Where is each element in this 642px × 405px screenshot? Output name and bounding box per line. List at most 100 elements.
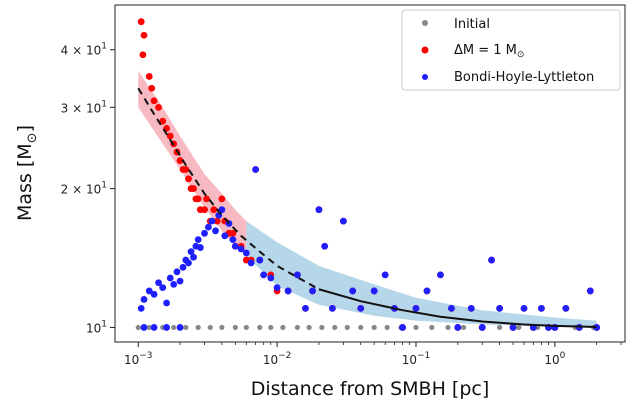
point-s1-3 [145, 73, 153, 80]
point-s2-68 [586, 287, 594, 295]
point-s2-72 [163, 324, 171, 331]
legend: Initial ΔM = 1 M⊙ Bondi-Hoyle-Lyttleton [401, 9, 621, 91]
point-s2-39 [302, 304, 309, 312]
point-s2-55 [454, 324, 462, 331]
point-s0-10 [257, 324, 263, 331]
point-s2-13 [185, 259, 192, 267]
point-s0-16 [332, 324, 338, 331]
trend-line-1 [318, 288, 597, 329]
point-s2-0 [137, 304, 145, 312]
point-s1-24 [210, 206, 218, 214]
point-s2-53 [437, 271, 444, 279]
point-s2-60 [509, 324, 517, 331]
x-axis-ticks: 10−3 10−2 10−1 100 [124, 342, 622, 367]
point-s1-22 [203, 195, 210, 203]
scatter-points [135, 18, 601, 331]
point-s0-1 [146, 324, 152, 331]
point-s2-40 [309, 287, 316, 295]
point-s0-19 [371, 324, 377, 331]
point-s1-2 [139, 51, 147, 59]
point-s1-14 [182, 166, 190, 173]
band-1 [246, 221, 597, 328]
point-s2-24 [218, 206, 226, 214]
legend-label-bhl: Bondi-Hoyle-Lyttleton [454, 70, 594, 85]
point-s2-3 [150, 290, 158, 298]
point-s1-9 [166, 132, 174, 140]
point-s1-12 [176, 157, 184, 164]
point-s2-29 [237, 245, 245, 253]
point-s1-19 [194, 195, 202, 203]
x-axis-label: Distance from SMBH [pc] [251, 378, 490, 400]
point-s2-19 [201, 229, 208, 237]
point-s2-63 [537, 304, 545, 312]
x-tick-label-0: 10−3 [124, 351, 153, 367]
point-s2-18 [196, 244, 204, 251]
point-s2-58 [488, 256, 495, 264]
point-s0-9 [243, 324, 249, 331]
y-axis-label: Mass [M⊙] [14, 125, 40, 221]
point-s2-45 [349, 287, 357, 295]
point-s0-3 [171, 324, 177, 331]
point-s0-7 [219, 324, 225, 331]
point-s1-6 [155, 103, 162, 111]
legend-marker-dm [421, 46, 429, 54]
y-tick-label-0: 101 [86, 319, 107, 335]
point-s2-20 [205, 223, 212, 231]
point-s2-2 [145, 287, 153, 295]
x-tick-label-3: 100 [544, 351, 565, 367]
point-s0-0 [135, 324, 141, 331]
y-axis-ticks: 101 2 × 101 3 × 101 4 × 101 [61, 42, 115, 335]
point-s2-17 [194, 236, 202, 244]
point-s2-46 [357, 304, 365, 312]
point-s1-1 [140, 31, 148, 39]
point-s0-25 [460, 324, 467, 331]
point-s2-66 [562, 304, 570, 312]
point-s2-52 [423, 287, 431, 295]
point-s0-15 [319, 324, 325, 331]
legend-box [401, 9, 621, 91]
point-s2-56 [467, 304, 475, 312]
legend-label-dm: ΔM = 1 M⊙ [454, 43, 524, 60]
point-s1-17 [190, 185, 197, 192]
point-s2-59 [496, 304, 503, 312]
point-s2-22 [212, 227, 219, 235]
legend-label-dm-sub: ⊙ [517, 50, 525, 60]
point-s0-28 [516, 324, 522, 331]
point-s2-69 [593, 324, 601, 331]
y-tick-label-3: 4 × 101 [61, 42, 107, 58]
point-s2-54 [448, 304, 455, 312]
point-s2-21 [208, 217, 216, 225]
trend-lines [137, 87, 597, 329]
point-s2-36 [273, 284, 281, 292]
point-s2-11 [179, 263, 187, 271]
point-s0-6 [207, 324, 213, 331]
point-s2-1 [140, 296, 148, 303]
point-s2-5 [159, 284, 167, 292]
point-s1-4 [148, 84, 156, 92]
point-s0-4 [183, 324, 189, 331]
point-s2-15 [190, 253, 197, 261]
point-s1-0 [137, 18, 145, 26]
point-s0-18 [358, 324, 364, 331]
point-s2-35 [267, 274, 275, 282]
point-s2-6 [163, 299, 171, 307]
legend-marker-initial [422, 20, 428, 26]
point-s2-42 [321, 242, 329, 250]
point-s2-4 [155, 279, 162, 287]
point-s0-20 [384, 324, 390, 331]
point-s0-23 [429, 324, 435, 331]
point-s2-48 [381, 271, 389, 279]
point-s2-44 [339, 217, 347, 225]
point-s2-10 [176, 277, 184, 285]
point-s2-8 [170, 280, 178, 288]
trend-line-0 [137, 87, 320, 291]
point-s1-15 [185, 175, 192, 183]
point-s2-61 [520, 304, 528, 312]
point-s2-50 [399, 324, 406, 331]
x-tick-label-1: 10−2 [263, 351, 292, 367]
point-s2-9 [173, 268, 181, 276]
point-s2-38 [294, 271, 301, 279]
legend-marker-bhl [422, 74, 428, 80]
point-s1-26 [218, 195, 226, 203]
